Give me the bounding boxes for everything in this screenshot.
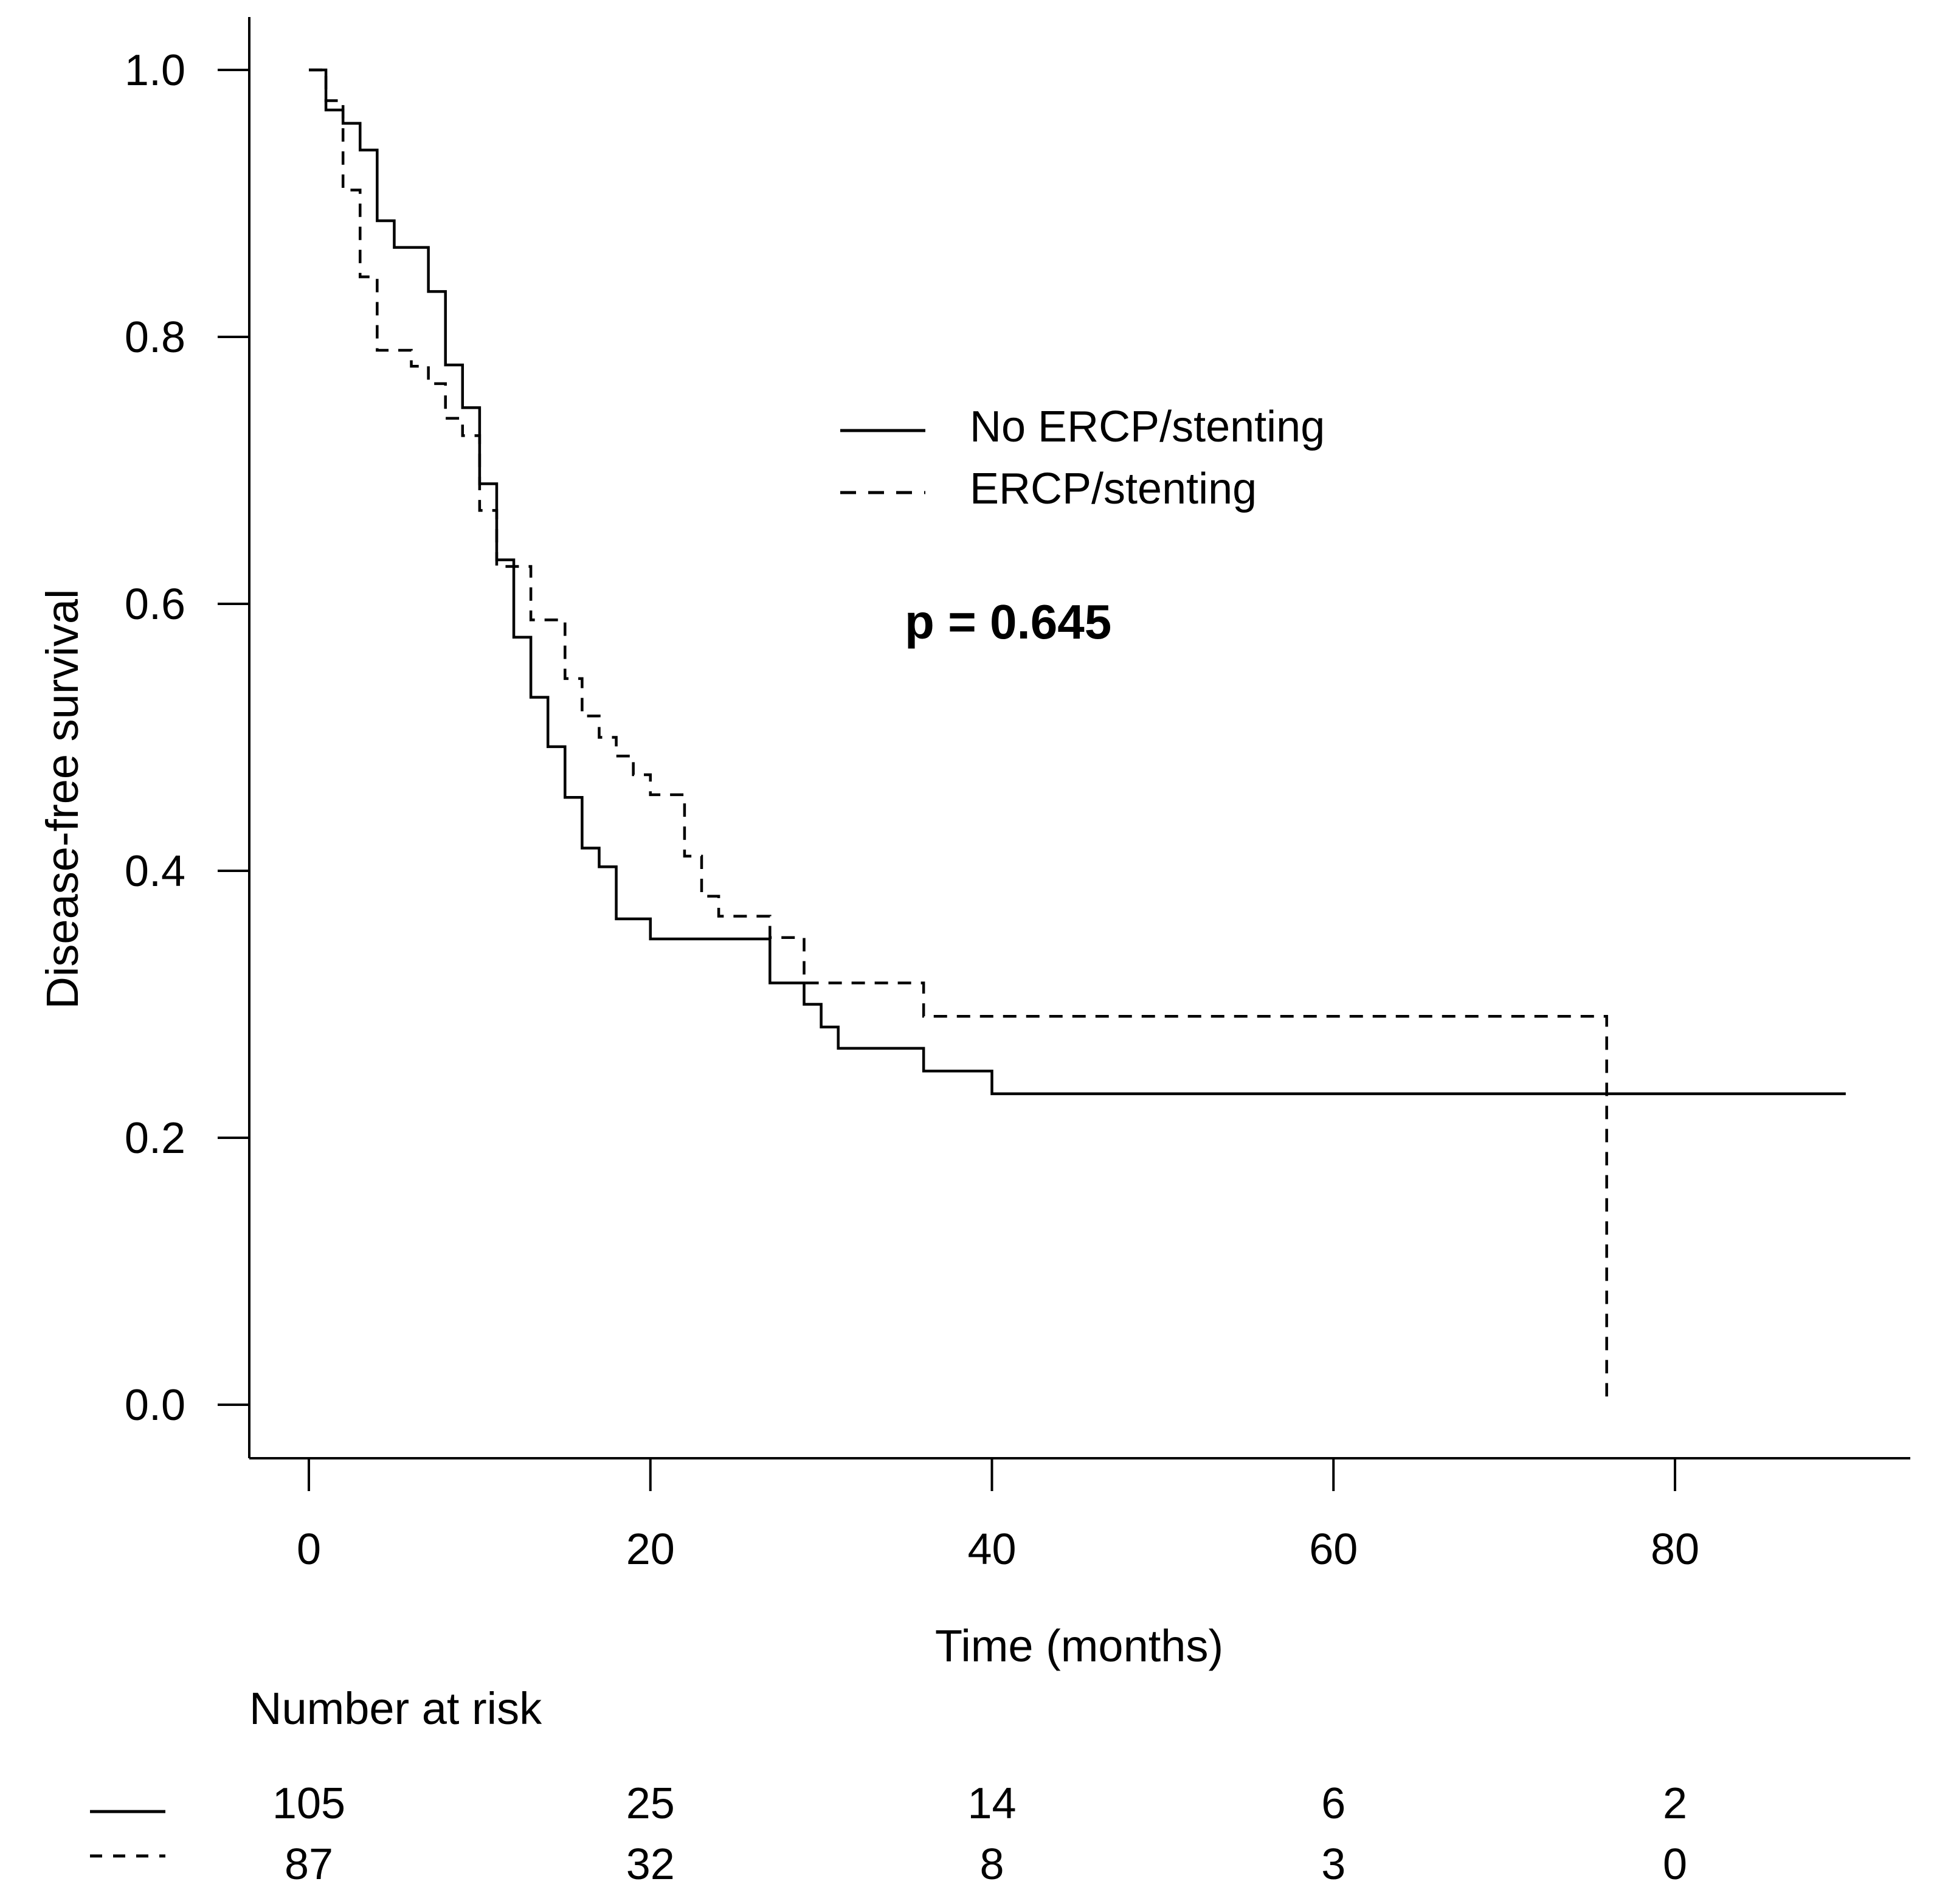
legend-label-ercp: ERCP/stenting <box>970 465 1257 513</box>
risk-value: 32 <box>626 1840 675 1889</box>
risk-value: 2 <box>1663 1779 1687 1828</box>
risk-value: 0 <box>1663 1840 1687 1889</box>
risk-value: 6 <box>1321 1779 1345 1828</box>
risk-table-title: Number at risk <box>249 1683 542 1734</box>
y-axis-label: Disease-free survival <box>37 589 88 1009</box>
risk-value: 3 <box>1321 1840 1345 1889</box>
y-ticks: 0.0 0.2 0.4 0.6 0.8 1.0 <box>125 46 249 1430</box>
risk-value: 105 <box>272 1779 345 1828</box>
curve-no-ercp-stenting <box>309 68 1846 1095</box>
risk-value: 87 <box>285 1840 333 1889</box>
survival-curves <box>309 68 1846 1405</box>
x-axis-label: Time (months) <box>935 1621 1223 1671</box>
y-tick-label: 0.2 <box>125 1114 185 1163</box>
risk-value: 25 <box>626 1779 675 1828</box>
p-value-annotation: p = 0.645 <box>905 595 1111 649</box>
curve-ercp-stenting <box>309 68 1608 1405</box>
x-tick-label: 20 <box>626 1525 675 1574</box>
x-ticks: 0 20 40 60 80 <box>297 1458 1699 1574</box>
legend: No ERCP/stenting ERCP/stenting <box>840 403 1325 513</box>
y-tick-label: 0.6 <box>125 580 185 629</box>
y-tick-label: 0.8 <box>125 313 185 362</box>
risk-table-values: 105 25 14 6 2 87 32 8 3 0 <box>272 1779 1687 1889</box>
x-tick-label: 40 <box>967 1525 1016 1574</box>
y-tick-label: 0.0 <box>125 1381 185 1430</box>
risk-value: 14 <box>967 1779 1016 1828</box>
risk-value: 8 <box>979 1840 1004 1889</box>
legend-label-no-ercp: No ERCP/stenting <box>970 403 1325 451</box>
y-tick-label: 0.4 <box>125 847 185 896</box>
x-tick-label: 0 <box>297 1525 321 1574</box>
x-tick-label: 60 <box>1309 1525 1358 1574</box>
y-tick-label: 1.0 <box>125 46 185 95</box>
x-tick-label: 80 <box>1651 1525 1699 1574</box>
